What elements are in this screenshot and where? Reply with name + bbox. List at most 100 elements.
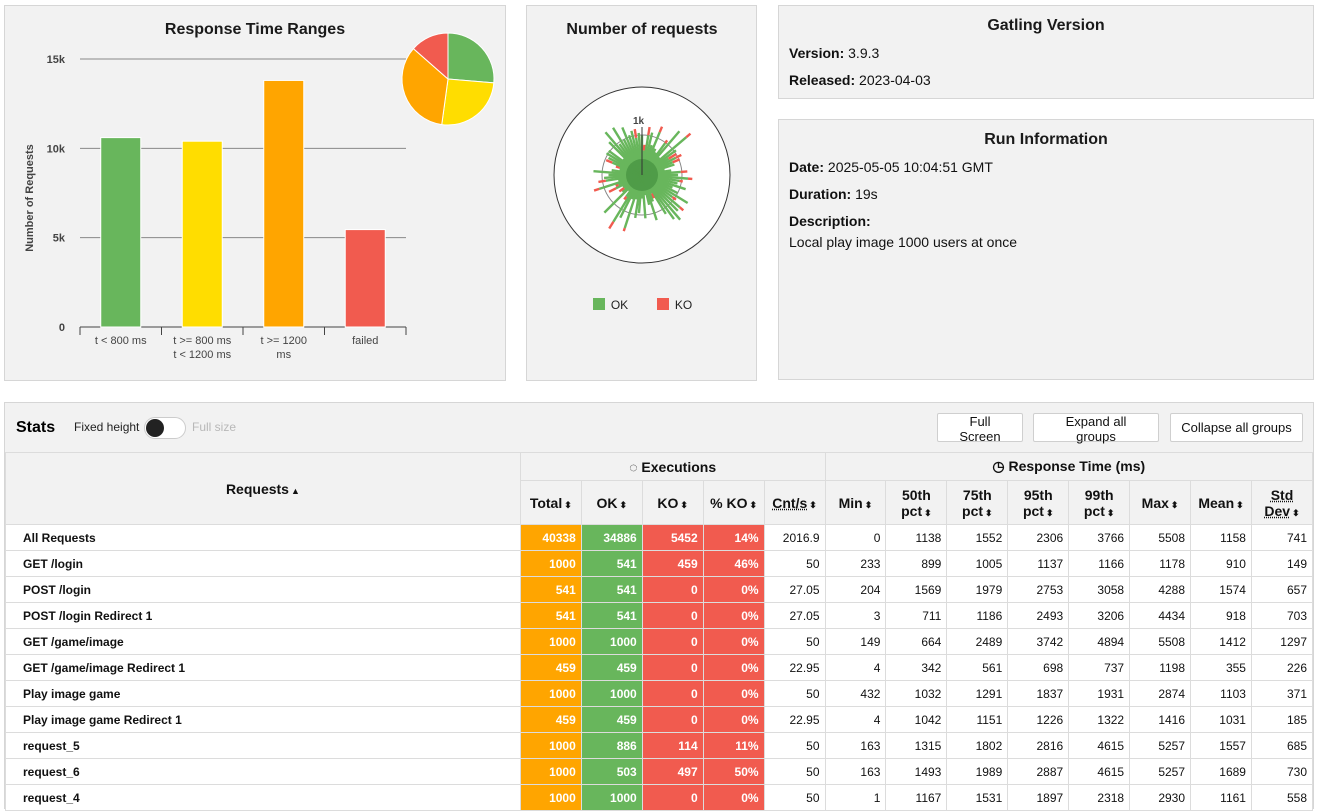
cell-p50: 1315	[886, 733, 947, 759]
cell-mean: 1158	[1191, 525, 1252, 551]
cell-pko: 0%	[703, 655, 764, 681]
column-header--ko[interactable]: % KO⬍	[703, 481, 764, 525]
cell-cnt: 50	[764, 785, 825, 811]
cell-ok: 459	[581, 655, 642, 681]
cell-p50: 1032	[886, 681, 947, 707]
version-label: Version:	[789, 45, 844, 61]
sort-icon: ⬍	[1046, 508, 1054, 518]
sort-icon: ⬍	[809, 500, 817, 510]
gatling-version-panel: Gatling Version Version: 3.9.3 Released:…	[778, 5, 1314, 99]
cell-p50: 664	[886, 629, 947, 655]
column-header-cnt-s[interactable]: Cnt/s⬍	[764, 481, 825, 525]
cell-mean: 1412	[1191, 629, 1252, 655]
version-value: 3.9.3	[848, 45, 879, 61]
column-header-total[interactable]: Total⬍	[520, 481, 581, 525]
request-name-cell[interactable]: Play image game Redirect 1	[6, 707, 521, 733]
ranges-pie-slice[interactable]	[448, 33, 494, 83]
stats-title: Stats	[16, 419, 55, 437]
cell-pko: 0%	[703, 785, 764, 811]
number-of-requests-panel: Number of requests 1k OK KO	[526, 5, 757, 381]
request-name-cell[interactable]: request_5	[6, 733, 521, 759]
column-header-std-dev[interactable]: Std Dev⬍	[1251, 481, 1312, 525]
column-header-50th-pct[interactable]: 50th pct⬍	[886, 481, 947, 525]
cell-max: 1178	[1130, 551, 1191, 577]
request-name-cell[interactable]: GET /game/image Redirect 1	[6, 655, 521, 681]
request-name-cell[interactable]: Play image game	[6, 681, 521, 707]
column-header-ok[interactable]: OK⬍	[581, 481, 642, 525]
height-toggle[interactable]	[144, 417, 186, 439]
requests-ko-ray	[594, 189, 599, 191]
cell-total: 1000	[520, 551, 581, 577]
cell-pko: 11%	[703, 733, 764, 759]
request-name-cell[interactable]: POST /login	[6, 577, 521, 603]
number-of-requests-chart: Number of requests 1k	[527, 6, 758, 382]
column-header-75th-pct[interactable]: 75th pct⬍	[947, 481, 1008, 525]
clock-icon: ◷	[992, 458, 1004, 474]
sort-icon: ⬍	[680, 500, 688, 510]
column-header-99th-pct[interactable]: 99th pct⬍	[1069, 481, 1130, 525]
cell-pko: 0%	[703, 629, 764, 655]
sort-icon: ⬍	[1292, 508, 1300, 518]
cell-p75: 1802	[947, 733, 1008, 759]
cell-p75: 2489	[947, 629, 1008, 655]
cell-p95: 698	[1008, 655, 1069, 681]
full-screen-button[interactable]: Full Screen	[937, 413, 1023, 442]
ranges-y-axis-label: Number of Requests	[24, 144, 36, 252]
cell-mean: 918	[1191, 603, 1252, 629]
legend-ok-label[interactable]: OK	[611, 298, 628, 312]
collapse-all-groups-button[interactable]: Collapse all groups	[1170, 413, 1303, 442]
column-header-label: OK	[596, 495, 617, 511]
request-name-cell[interactable]: GET /game/image	[6, 629, 521, 655]
legend-ko-label[interactable]: KO	[675, 298, 692, 312]
cell-mean: 910	[1191, 551, 1252, 577]
cell-p75: 1552	[947, 525, 1008, 551]
column-header-min[interactable]: Min⬍	[825, 481, 886, 525]
request-name-cell[interactable]: All Requests	[6, 525, 521, 551]
cell-p50: 1042	[886, 707, 947, 733]
cell-p75: 561	[947, 655, 1008, 681]
cell-ko: 0	[642, 655, 703, 681]
cell-p75: 1979	[947, 577, 1008, 603]
stats-panel: Stats Fixed height Full size Full Screen…	[4, 402, 1314, 809]
ranges-pie-slice[interactable]	[442, 79, 494, 125]
version-title: Gatling Version	[779, 17, 1313, 35]
request-name-cell[interactable]: GET /login	[6, 551, 521, 577]
cell-min: 4	[825, 707, 886, 733]
cell-cnt: 50	[764, 681, 825, 707]
column-header-max[interactable]: Max⬍	[1130, 481, 1191, 525]
ranges-bar[interactable]	[182, 141, 222, 327]
cell-ko: 0	[642, 681, 703, 707]
column-header-ko[interactable]: KO⬍	[642, 481, 703, 525]
cell-pko: 0%	[703, 577, 764, 603]
column-header-mean[interactable]: Mean⬍	[1191, 481, 1252, 525]
cell-ko: 0	[642, 603, 703, 629]
request-name-cell[interactable]: request_4	[6, 785, 521, 811]
cell-cnt: 2016.9	[764, 525, 825, 551]
request-name-cell[interactable]: POST /login Redirect 1	[6, 603, 521, 629]
ranges-bar[interactable]	[345, 230, 385, 327]
cell-min: 163	[825, 759, 886, 785]
duration-label: Duration:	[789, 186, 851, 202]
column-header-95th-pct[interactable]: 95th pct⬍	[1008, 481, 1069, 525]
released-label: Released:	[789, 72, 855, 88]
ranges-bar[interactable]	[264, 80, 304, 327]
cell-ok: 886	[581, 733, 642, 759]
released-row: Released: 2023-04-03	[789, 72, 1313, 88]
requests-column-header[interactable]: Requests▲	[6, 453, 521, 525]
cell-p50: 1493	[886, 759, 947, 785]
cell-ko: 459	[642, 551, 703, 577]
request-name-cell[interactable]: request_6	[6, 759, 521, 785]
expand-all-groups-button[interactable]: Expand all groups	[1033, 413, 1159, 442]
ranges-bar[interactable]	[101, 138, 141, 327]
